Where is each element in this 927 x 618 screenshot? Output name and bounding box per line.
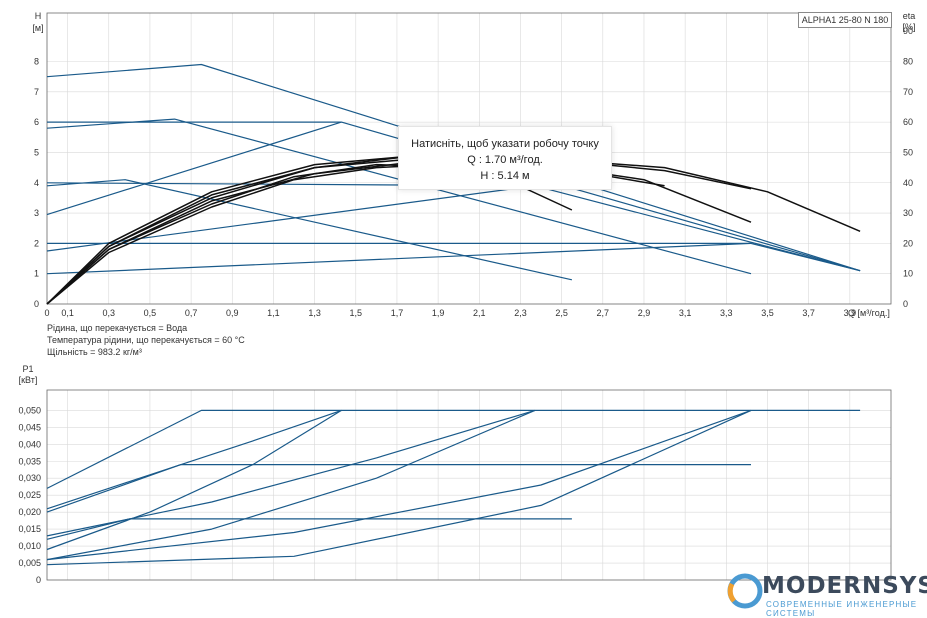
- bottom-y-axis-label: P1: [22, 364, 33, 374]
- head-curve: [46, 121, 342, 216]
- logo-tagline: СОВРЕМЕННЫЕ ИНЖЕНЕРНЫЕ СИСТЕМЫ: [766, 600, 918, 618]
- bottom-y-tick-label: 0,040: [18, 439, 41, 449]
- medium-temperature: Температура рідини, що перекачується = 6…: [47, 335, 245, 345]
- top-y-axis-unit: [м]: [32, 23, 43, 33]
- head-curve: [46, 182, 861, 272]
- top-y2-tick-label: 80: [903, 57, 913, 67]
- medium-liquid: Рідина, що перекачується = Вода: [47, 323, 188, 333]
- top-y-tick-label: 6: [34, 117, 39, 127]
- power-curve: [46, 409, 752, 561]
- bottom-plot-frame: [46, 389, 892, 581]
- bottom-y-tick-label: 0,045: [18, 422, 41, 432]
- power-curve: [46, 409, 342, 510]
- top-y-tick-label: 1: [34, 269, 39, 279]
- head-curve: [46, 242, 752, 275]
- top-y-tick-label: 0: [34, 299, 39, 309]
- top-y2-tick-label: 50: [903, 147, 913, 157]
- top-x-tick-label: 2,3: [514, 308, 527, 318]
- bottom-y-tick-label: 0,010: [18, 541, 41, 551]
- power-curve: [46, 409, 752, 566]
- top-x-tick-label: 0,3: [102, 308, 115, 318]
- top-x-tick-label: 3,5: [761, 308, 774, 318]
- operating-point-tooltip[interactable]: Натисніть, щоб указати робочу точку Q : …: [398, 126, 612, 190]
- power-curve: [46, 409, 536, 537]
- top-y2-tick-label: 60: [903, 117, 913, 127]
- top-y2-tick-label: 20: [903, 238, 913, 248]
- head-curve: [47, 242, 861, 272]
- bottom-y-tick-label: 0,020: [18, 507, 41, 517]
- top-y2-axis-label: eta: [903, 11, 916, 21]
- top-x-tick-label: 2,9: [638, 308, 651, 318]
- top-x-axis-label: Q [м³/год.]: [848, 308, 890, 318]
- top-x-tick-label: 1,9: [432, 308, 445, 318]
- top-x-tick-label: 1,7: [391, 308, 404, 318]
- top-y2-tick-label: 40: [903, 178, 913, 188]
- top-x-tick-label: 1,3: [308, 308, 321, 318]
- top-x-tick-label: 3,7: [802, 308, 815, 318]
- top-y-tick-label: 7: [34, 87, 39, 97]
- top-y2-tick-label: 10: [903, 269, 913, 279]
- head-curve: [46, 118, 752, 275]
- top-x-tick-label: 0: [44, 308, 49, 318]
- power-curve: [46, 464, 751, 513]
- top-x-tick-label: 2,7: [597, 308, 610, 318]
- tooltip-title: Натисніть, щоб указати робочу точку: [411, 138, 599, 150]
- top-y2-tick-label: 0: [903, 299, 908, 309]
- logo-word: MODERNSYS: [762, 573, 927, 599]
- top-y-tick-label: 8: [34, 57, 39, 67]
- bottom-y-axis-unit: [кВт]: [19, 375, 38, 385]
- power-curve: [46, 409, 536, 561]
- top-x-tick-label: 2,5: [555, 308, 568, 318]
- efficiency-curve: [46, 154, 752, 305]
- top-plot-frame: [46, 12, 892, 305]
- power-curve: [46, 409, 342, 551]
- top-x-tick-label: 0,9: [226, 308, 239, 318]
- top-y-tick-label: 4: [34, 178, 39, 188]
- top-x-tick-label: 3,1: [679, 308, 692, 318]
- top-y-tick-label: 2: [34, 238, 39, 248]
- top-y2-tick-label: 90: [903, 26, 913, 36]
- medium-density: Щільність = 983.2 кг/м³: [47, 347, 142, 357]
- tooltip-h-value: H : 5.14 м: [480, 170, 530, 182]
- modernsys-logo: MODERNSYS СОВРЕМЕННЫЕ ИНЖЕНЕРНЫЕ СИСТЕМЫ: [726, 570, 927, 618]
- bottom-y-tick-label: 0,030: [18, 473, 41, 483]
- top-y2-tick-label: 30: [903, 208, 913, 218]
- model-label: ALPHA1 25-80 N 180: [798, 12, 892, 28]
- top-y-axis-label: H: [35, 11, 42, 21]
- bottom-y-tick-label: 0,035: [18, 456, 41, 466]
- bottom-y-tick-label: 0,015: [18, 524, 41, 534]
- logo-mark-icon: [727, 573, 763, 609]
- top-x-tick-label: 3,9: [844, 308, 857, 318]
- top-x-tick-label: 0,5: [144, 308, 157, 318]
- bottom-y-tick-label: 0,025: [18, 490, 41, 500]
- bottom-y-tick-label: 0,005: [18, 558, 41, 568]
- top-x-tick-label: 0,1: [61, 308, 74, 318]
- top-y2-tick-label: 70: [903, 87, 913, 97]
- head-curve: [46, 63, 861, 272]
- top-y-tick-label: 5: [34, 147, 39, 157]
- top-y-tick-label: 3: [34, 208, 39, 218]
- bottom-y-tick-label: 0: [36, 575, 41, 585]
- bottom-y-tick-label: 0,050: [18, 405, 41, 415]
- tooltip-q-value: Q : 1.70 м³/год.: [467, 154, 543, 166]
- power-curve: [46, 409, 861, 489]
- top-x-tick-label: 2,1: [473, 308, 486, 318]
- top-x-tick-label: 0,7: [185, 308, 198, 318]
- power-chart[interactable]: 0 0,005 0,010 0,015 0,020 0,025 0,030 0,035 0,04…: [18, 364, 892, 585]
- top-x-tick-label: 3,3: [720, 308, 733, 318]
- top-x-tick-label: 1,5: [350, 308, 363, 318]
- top-y2-axis-unit: [%]: [902, 22, 915, 32]
- top-x-tick-label: 1,1: [267, 308, 280, 318]
- head-curve: [46, 179, 573, 281]
